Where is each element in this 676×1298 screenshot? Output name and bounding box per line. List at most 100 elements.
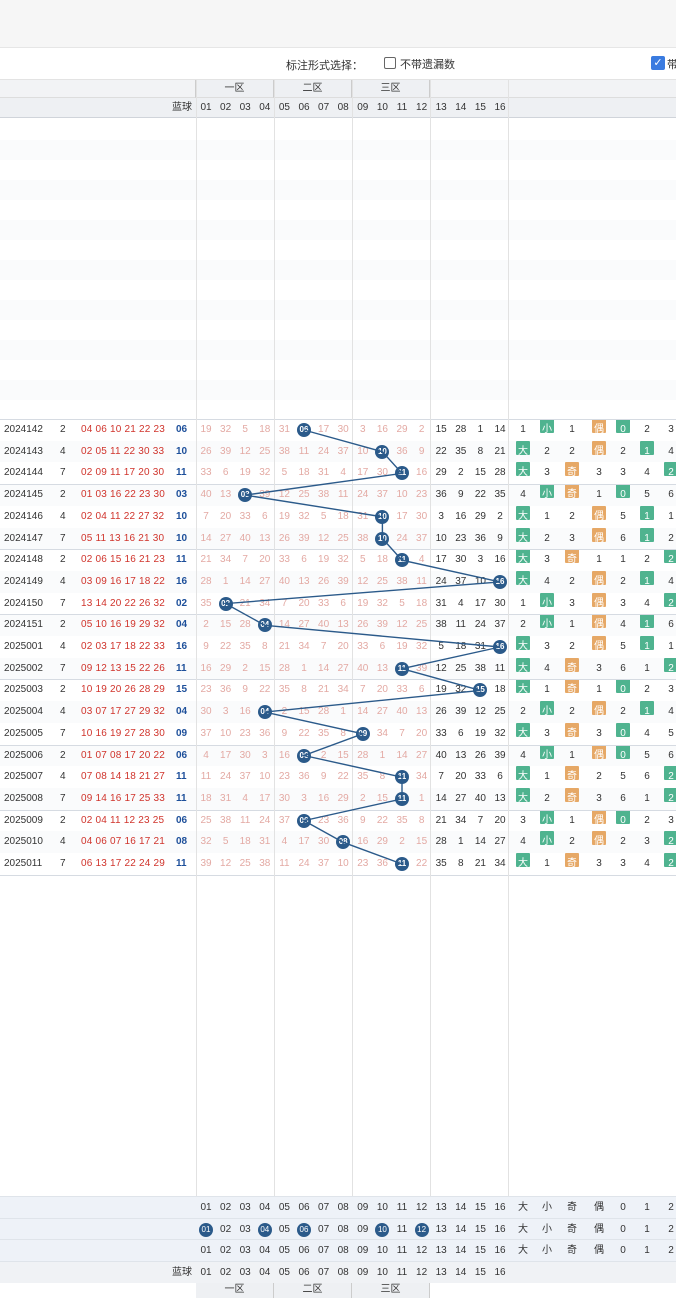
miss-count: 5 bbox=[360, 554, 366, 566]
footer-cell: 15 bbox=[474, 1202, 486, 1213]
hit-ball: 10 bbox=[375, 444, 390, 459]
footer-blue-cell: 10 bbox=[376, 1267, 388, 1279]
miss-count: 6 bbox=[340, 597, 346, 609]
miss-count: 27 bbox=[298, 619, 310, 631]
blue-ball: 03 bbox=[176, 489, 188, 501]
issue-number: 2025009 bbox=[4, 814, 43, 826]
miss-count: 28 bbox=[278, 662, 290, 674]
footer-tail-cell: 偶 bbox=[594, 1202, 604, 1213]
miss-count: 5 bbox=[620, 641, 626, 652]
miss-count: 14 bbox=[357, 706, 369, 718]
blue-ball: 11 bbox=[176, 792, 187, 804]
miss-count: 36 bbox=[298, 771, 310, 783]
miss-count: 23 bbox=[239, 727, 251, 739]
footer-cell: 14 bbox=[455, 1245, 467, 1257]
footer-tail-cell: 1 bbox=[644, 1223, 650, 1235]
miss-count: 32 bbox=[298, 510, 310, 522]
miss-count: 26 bbox=[435, 706, 447, 718]
blue-ball: 06 bbox=[176, 814, 188, 826]
footer-cell: 04 bbox=[257, 1222, 272, 1237]
miss-count: 12 bbox=[396, 619, 408, 631]
footer-cell: 09 bbox=[357, 1202, 369, 1213]
footer-cell: 07 bbox=[318, 1223, 330, 1235]
miss-count: 21 bbox=[239, 597, 251, 609]
table-row bbox=[0, 300, 676, 320]
miss-count: 14 bbox=[318, 662, 330, 674]
footer-blue-cell: 15 bbox=[474, 1267, 486, 1279]
size-tag: 大 bbox=[516, 657, 530, 674]
miss-count: 5 bbox=[620, 510, 626, 522]
miss-count: 1 bbox=[668, 641, 674, 652]
row-sum: 2 bbox=[60, 424, 66, 435]
table-row: 2025007 4 07 08 14 18 21 27 11 11 24 37 10 23 36 9… bbox=[0, 766, 676, 788]
miss-count: 2 bbox=[203, 619, 209, 631]
miss-count: 32 bbox=[376, 597, 388, 609]
miss-count: 30 bbox=[318, 836, 330, 848]
miss-count: 1 bbox=[569, 619, 575, 631]
miss-count: 23 bbox=[357, 858, 369, 869]
column-header-08: 08 bbox=[337, 102, 349, 113]
miss-count: 30 bbox=[494, 597, 506, 609]
miss-count: 26 bbox=[357, 619, 369, 631]
no-miss-checkbox[interactable] bbox=[384, 57, 396, 69]
miss-count: 2 bbox=[620, 445, 626, 457]
miss-count: 29 bbox=[435, 467, 447, 479]
footer-blue-cell: 04 bbox=[259, 1267, 271, 1279]
miss-count: 25 bbox=[416, 619, 428, 631]
miss-count: 40 bbox=[318, 619, 330, 631]
row-sum: 7 bbox=[60, 597, 66, 609]
table-row bbox=[0, 200, 676, 220]
footer-cell: 07 bbox=[318, 1245, 330, 1257]
miss-count: 32 bbox=[200, 836, 212, 848]
miss-count: 40 bbox=[278, 575, 290, 587]
hit-ball: 16 bbox=[493, 574, 507, 589]
parity-tag: 偶 bbox=[592, 701, 606, 717]
miss-count: 40 bbox=[474, 792, 486, 804]
remainder-tag: 1 bbox=[640, 527, 654, 544]
miss-count: 4 bbox=[520, 749, 526, 761]
blue-ball: 11 bbox=[176, 467, 187, 479]
footer-blue-cell: 14 bbox=[455, 1267, 467, 1279]
column-header-14: 14 bbox=[455, 102, 467, 113]
miss-count: 6 bbox=[644, 771, 650, 783]
footer-cell: 16 bbox=[494, 1202, 506, 1213]
miss-count: 18 bbox=[494, 684, 506, 696]
miss-count: 32 bbox=[455, 684, 467, 696]
footer-cell: 09 bbox=[357, 1223, 369, 1235]
column-header-12: 12 bbox=[416, 102, 428, 113]
with-checkbox[interactable]: ✓ bbox=[651, 56, 665, 70]
miss-count: 36 bbox=[474, 532, 486, 544]
row-sum: 4 bbox=[60, 771, 66, 783]
size-tag: 大 bbox=[516, 440, 530, 457]
miss-count: 6 bbox=[458, 727, 464, 739]
miss-count: 28 bbox=[200, 575, 212, 587]
miss-count: 13 bbox=[337, 619, 349, 631]
table-row bbox=[0, 380, 676, 400]
table-row: 2025011 7 06 13 17 22 24 29 11 39 12 25 38 11 24 3… bbox=[0, 853, 676, 875]
miss-count: 3 bbox=[544, 727, 550, 739]
table-row bbox=[0, 240, 676, 260]
miss-count: 27 bbox=[455, 792, 467, 804]
footer-blue-cell: 16 bbox=[494, 1267, 506, 1279]
footer-blue-cell: 03 bbox=[239, 1267, 251, 1279]
parity-tag: 奇 bbox=[565, 766, 579, 782]
annotation-options-bar: 标注形式选择： 不带遗漏数 ✓ 带 bbox=[0, 48, 676, 80]
size-tag: 小 bbox=[540, 614, 554, 630]
miss-count: 3 bbox=[668, 424, 674, 435]
miss-count: 21 bbox=[494, 445, 506, 457]
miss-count: 16 bbox=[416, 467, 428, 479]
zone-divider bbox=[352, 80, 353, 1270]
miss-count: 5 bbox=[668, 727, 674, 739]
size-tag: 大 bbox=[516, 679, 530, 695]
miss-count: 19 bbox=[396, 641, 408, 652]
hit-ball: 16 bbox=[493, 640, 507, 654]
parity-tag: 偶 bbox=[592, 440, 606, 457]
parity-tag: 偶 bbox=[592, 505, 606, 522]
row-sum: 7 bbox=[60, 858, 66, 869]
group-divider bbox=[0, 549, 676, 551]
miss-count: 9 bbox=[242, 684, 248, 696]
miss-count: 28 bbox=[239, 619, 251, 631]
table-row: 2025006 2 01 07 08 17 20 22 06 4 17 30 3 16 2 15 28… bbox=[0, 744, 676, 767]
size-tag: 大 bbox=[516, 527, 530, 544]
footer-cell: 02 bbox=[220, 1223, 232, 1235]
